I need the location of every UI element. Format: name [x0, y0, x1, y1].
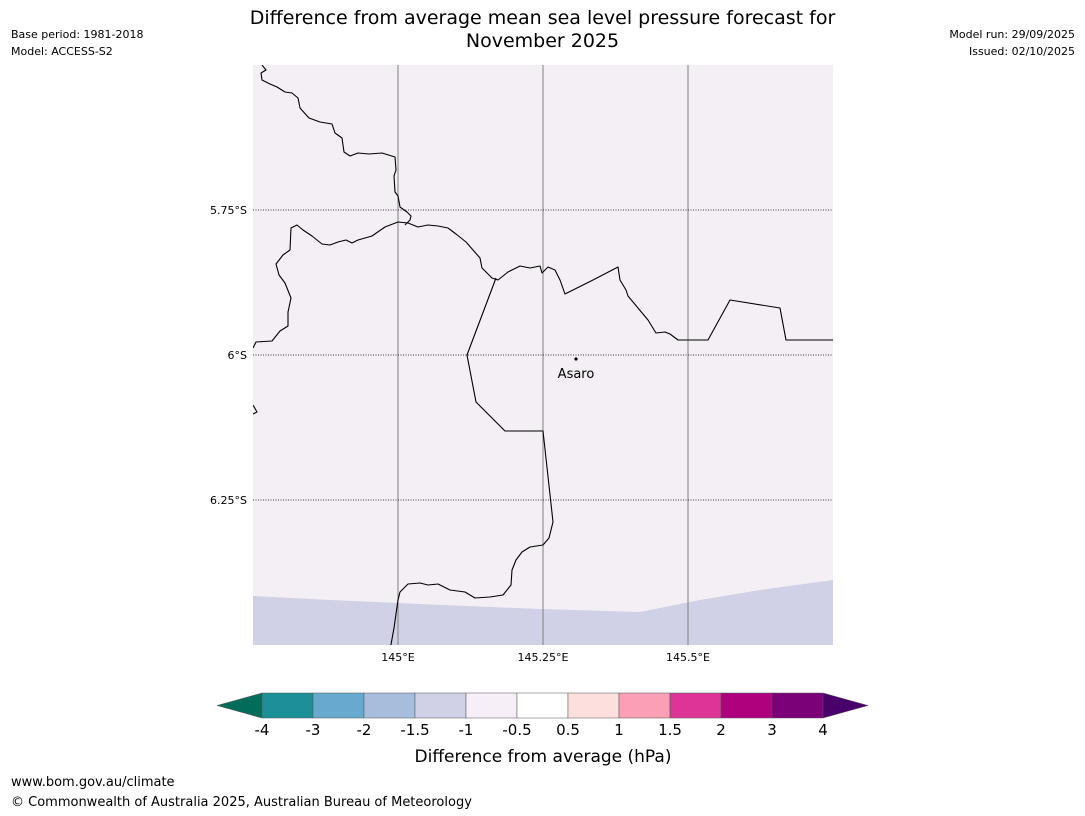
colorbar-tick-label: 4	[818, 721, 828, 739]
colorbar-swatch	[720, 692, 773, 719]
colorbar-tick-label: 3	[767, 721, 777, 739]
colorbar-tick-label: 1.5	[658, 721, 682, 739]
colorbar-tick-label: 2	[716, 721, 726, 739]
colorbar-swatch	[363, 692, 416, 719]
border-north-west	[260, 65, 412, 226]
lon-label: 145.25°E	[518, 651, 569, 664]
colorbar-tick-label: -1.5	[400, 721, 429, 739]
border-west-stub	[253, 404, 258, 415]
colorbar-tick-label: -3	[306, 721, 321, 739]
colorbar	[216, 692, 869, 719]
colorbar-swatch	[669, 692, 722, 719]
footer-copyright: © Commonwealth of Australia 2025, Austra…	[11, 795, 472, 810]
border-central-east	[390, 277, 554, 645]
colorbar-swatch	[261, 692, 314, 719]
base-period: Base period: 1981-2018	[11, 28, 144, 41]
place-marker	[574, 357, 578, 361]
page-title: Difference from average mean sea level p…	[190, 7, 895, 53]
meta-right: Model run: 29/09/2025 Issued: 02/10/2025	[949, 26, 1075, 60]
meta-left: Base period: 1981-2018 Model: ACCESS-S2	[11, 26, 143, 60]
colorbar-swatch	[465, 692, 518, 719]
colorbar-tick-label: -0.5	[502, 721, 531, 739]
colorbar-swatch	[312, 692, 365, 719]
lon-label: 145°E	[381, 651, 414, 664]
colorbar-tick-label: -1	[459, 721, 474, 739]
border-upper	[253, 221, 833, 349]
model-name: Model: ACCESS-S2	[11, 45, 113, 58]
colorbar-tick-label: 0.5	[556, 721, 580, 739]
colorbar-extend-high	[822, 692, 869, 719]
colorbar-swatch	[567, 692, 620, 719]
colorbar-tick-label: 1	[614, 721, 624, 739]
colorbar-ticks: -4 -3 -2 -1.5 -1 -0.5 0.5 1 1.5 2 3 4	[255, 721, 828, 739]
model-run: Model run: 29/09/2025	[949, 28, 1075, 41]
issued-date: Issued: 02/10/2025	[968, 45, 1075, 58]
lon-label: 145.5°E	[666, 651, 710, 664]
footer-url: www.bom.gov.au/climate	[11, 775, 175, 790]
lat-label: 6°S	[228, 349, 247, 362]
colorbar-swatch	[618, 692, 671, 719]
colorbar-swatch	[771, 692, 824, 719]
title-line-2: November 2025	[465, 30, 620, 52]
title-line-1: Difference from average mean sea level p…	[249, 7, 836, 29]
lat-label: 6.25°S	[210, 494, 247, 507]
colorbar-label: Difference from average (hPa)	[415, 747, 672, 767]
colorbar-tick-label: -4	[255, 721, 270, 739]
place-label: Asaro	[558, 367, 595, 382]
colorbar-extend-low	[216, 692, 263, 719]
colorbar-tick-label: -2	[357, 721, 372, 739]
colorbar-swatch	[414, 692, 467, 719]
colorbar-swatch	[516, 692, 569, 719]
lat-label: 5.75°S	[210, 204, 247, 217]
